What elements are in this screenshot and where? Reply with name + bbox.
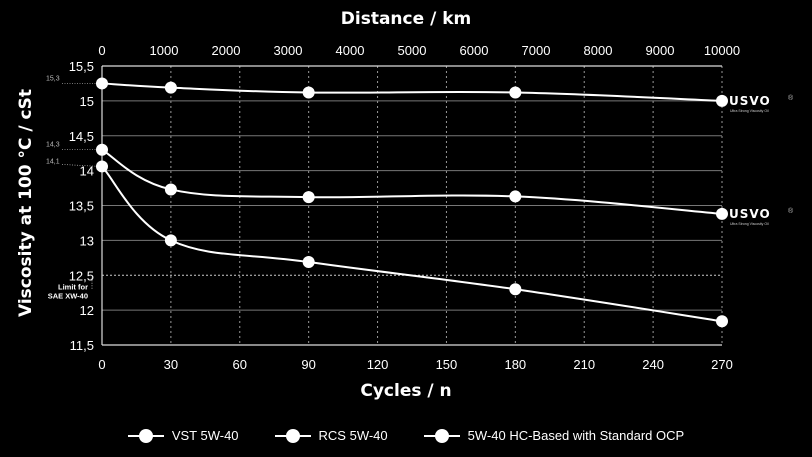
x-tick-label: 60 <box>233 357 247 372</box>
series-rcs-line <box>101 148 723 215</box>
x-tick-label: 270 <box>711 357 733 372</box>
usvo-logo-subtext: Ultra Strong Viscosity Oil <box>730 109 769 113</box>
y-tick-label: 14,5 <box>69 129 94 144</box>
axes: 11,5 12 12,5 13 13,5 14 14,5 15 15,5 0 30 60 90 120 15… <box>69 43 740 372</box>
series-rcs-point <box>509 190 522 203</box>
grid-lines <box>101 65 723 346</box>
x2-tick-label: 4000 <box>336 43 365 58</box>
series-rcs-point <box>302 191 315 204</box>
series-vst-point <box>716 94 728 107</box>
x-tick-label: 180 <box>504 357 526 372</box>
legend-swatch-hc <box>423 428 460 443</box>
legend-item-rcs: RCS 5W-40 <box>274 428 388 443</box>
usvo-logo: USVO ® Ultra Strong Viscosity Oil <box>729 207 794 226</box>
legend-label-rcs: RCS 5W-40 <box>318 428 388 443</box>
series-group <box>96 77 728 328</box>
series-rcs-point <box>96 143 108 156</box>
top-axis-title: Distance / km <box>341 9 471 29</box>
x2-tick-label: 0 <box>98 43 105 58</box>
legend-label-hc: 5W-40 HC-Based with Standard OCP <box>467 428 685 443</box>
legend: VST 5W-40 RCS 5W-40 5W-40 HC-Based with … <box>0 428 812 443</box>
x-tick-label: 120 <box>367 357 389 372</box>
y-tick-label: 15,5 <box>69 59 94 74</box>
usvo-logo-mark: ® <box>788 207 794 215</box>
legend-swatch-rcs <box>274 428 311 443</box>
x-tick-label: 30 <box>164 357 178 372</box>
series-vst-point <box>302 86 315 99</box>
x-tick-label: 150 <box>436 357 458 372</box>
series-vst-point <box>164 81 177 94</box>
legend-label-vst: VST 5W-40 <box>171 428 239 443</box>
x2-tick-label: 5000 <box>398 43 427 58</box>
x2-tick-label: 1000 <box>150 43 179 58</box>
x2-tick-label: 9000 <box>646 43 675 58</box>
y-tick-label: 13 <box>80 233 94 248</box>
usvo-logo: USVO ® Ultra Strong Viscosity Oil <box>729 94 794 113</box>
x2-tick-label: 6000 <box>460 43 489 58</box>
bottom-axis-title: Cycles / n <box>360 381 451 401</box>
series-hc-line <box>101 165 723 323</box>
series-rcs-point <box>716 207 728 220</box>
series-hc-point <box>509 283 522 296</box>
limit-label-line2: SAE XW-40 <box>48 291 88 300</box>
start-value-label: 14,3 <box>46 142 60 149</box>
x2-tick-label: 2000 <box>212 43 241 58</box>
usvo-logo-text: USVO <box>729 94 771 108</box>
limit-label-line1: Limit for <box>58 282 88 291</box>
series-hc-point <box>716 315 728 328</box>
start-value-label: 14,1 <box>46 158 60 165</box>
x2-tick-label: 10000 <box>704 43 740 58</box>
y-tick-label: 11,5 <box>70 338 94 353</box>
series-vst-line <box>101 82 723 102</box>
x2-tick-label: 8000 <box>584 43 613 58</box>
series-hc-point <box>302 255 315 268</box>
usvo-logo-subtext: Ultra Strong Viscosity Oil <box>730 222 769 226</box>
x-tick-label: 90 <box>301 357 315 372</box>
x2-tick-label: 7000 <box>522 43 551 58</box>
legend-swatch-vst <box>127 428 164 443</box>
legend-item-hc: 5W-40 HC-Based with Standard OCP <box>423 428 685 443</box>
legend-item-vst: VST 5W-40 <box>127 428 239 443</box>
usvo-logo-mark: ® <box>788 94 794 102</box>
series-hc-point <box>96 160 108 173</box>
y-tick-label: 13,5 <box>69 199 94 214</box>
series-vst-point <box>509 86 522 99</box>
y-tick-label: 12 <box>80 303 94 318</box>
series-vst-point <box>96 77 108 90</box>
y-tick-label: 15 <box>80 94 94 109</box>
x-tick-label: 0 <box>98 357 105 372</box>
x2-tick-label: 3000 <box>274 43 303 58</box>
start-value-label: 15,3 <box>46 75 60 82</box>
series-rcs-point <box>164 183 177 196</box>
x-tick-label: 210 <box>573 357 595 372</box>
y-tick-label: 14 <box>80 164 94 179</box>
y-axis-title: Viscosity at 100 °C / cSt <box>16 89 36 317</box>
series-hc-point <box>164 234 177 247</box>
x-tick-label: 240 <box>642 357 664 372</box>
y-tick-label: 12,5 <box>69 268 94 283</box>
usvo-logo-text: USVO <box>729 207 771 221</box>
